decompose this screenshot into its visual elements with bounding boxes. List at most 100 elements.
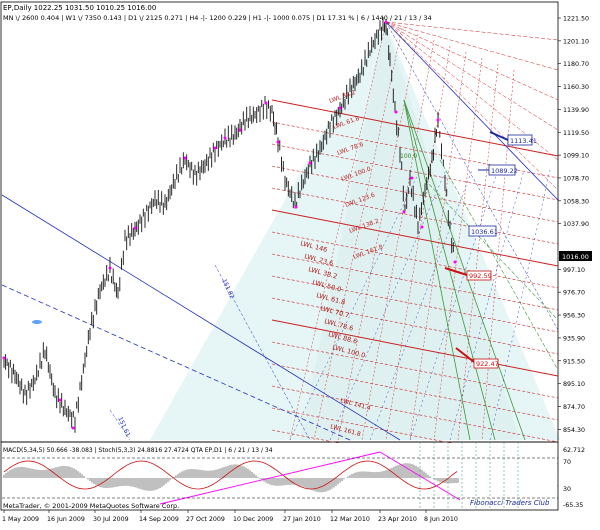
blue-fan-line bbox=[385, 21, 559, 331]
svg-text:922.47: 922.47 bbox=[476, 360, 499, 368]
date-axis: 1 May 2009 16 Jun 2009 30 Jul 2009 14 Sep 2… bbox=[2, 510, 458, 523]
red-channel-line bbox=[271, 341, 559, 399]
date-tick-label: 27 Jan 2010 bbox=[283, 516, 321, 523]
fractal-dot bbox=[238, 128, 242, 132]
price-label-1113[interactable]: 1113.41 bbox=[489, 131, 537, 146]
green-fan-line bbox=[403, 99, 526, 441]
svg-text:1089.22: 1089.22 bbox=[491, 167, 518, 175]
date-tick-label: 10 Dec 2009 bbox=[233, 516, 273, 523]
blue-grid-line bbox=[409, 169, 499, 441]
red-channel-line bbox=[271, 165, 559, 223]
red-fan-line bbox=[409, 51, 467, 441]
price-tick-label: 1058.30 bbox=[563, 198, 589, 205]
price-axis: 1221.50 1201.10 1180.70 1160.30 1139.90 1119.… bbox=[558, 16, 589, 434]
symbol-header: EP,Daily 1022.25 1031.50 1010.25 1016.00 bbox=[3, 4, 156, 12]
fractal-dot bbox=[213, 146, 217, 150]
fractal-dot bbox=[71, 426, 75, 430]
fractal-dot bbox=[58, 398, 62, 402]
price-tick-label: 935.90 bbox=[563, 335, 585, 342]
svg-text:992.59: 992.59 bbox=[469, 272, 492, 280]
price-bars bbox=[2, 17, 457, 433]
copyright-text: MetaTrader, © 2001-2009 MetaQuotes Softw… bbox=[3, 502, 179, 510]
fractal-dot bbox=[264, 101, 268, 105]
indicator-axis-label: -65.35 bbox=[563, 502, 583, 509]
red-channel-line bbox=[271, 363, 559, 421]
red-channel-line bbox=[271, 275, 559, 333]
red-channel-line bbox=[271, 297, 559, 355]
red-fan-line bbox=[289, 21, 387, 441]
price-tick-label: 1201.10 bbox=[563, 38, 589, 45]
date-tick-label: 14 Sep 2009 bbox=[139, 516, 179, 523]
price-label-992[interactable]: 992.59 bbox=[444, 267, 492, 281]
fractal-dot bbox=[183, 156, 187, 160]
svg-text:1036.61: 1036.61 bbox=[471, 228, 498, 236]
red-fan-line bbox=[481, 69, 515, 441]
price-tick-label: 1139.90 bbox=[563, 107, 589, 114]
price-label-1036[interactable]: 1036.61 bbox=[468, 225, 498, 237]
marker-dot bbox=[32, 320, 42, 324]
price-tick-label: 956.30 bbox=[563, 313, 585, 320]
red-channel-line bbox=[271, 143, 559, 201]
fractal-dot bbox=[294, 205, 298, 209]
price-tick-label: 1119.50 bbox=[563, 130, 589, 137]
blue-grid-line bbox=[489, 169, 551, 441]
price-tick-label: 1078.70 bbox=[563, 175, 589, 182]
red-fib-channels bbox=[271, 21, 559, 487]
fractal-dot bbox=[394, 110, 398, 114]
fractal-dot bbox=[276, 140, 280, 144]
red-channel-line bbox=[271, 209, 559, 267]
green-fan-line bbox=[403, 99, 471, 441]
macd-stoch-indicator bbox=[2, 442, 558, 510]
red-channel-line bbox=[271, 319, 559, 377]
red-fan-line bbox=[457, 63, 499, 441]
current-price-marker: 1016.00 bbox=[559, 251, 592, 261]
price-tick-label: 895.10 bbox=[563, 381, 585, 388]
price-tick-label: 997.10 bbox=[563, 267, 585, 274]
timeframe-info: MN \/ 2600 0.404 | W1 \/ 7350 0.143 | D1… bbox=[3, 14, 432, 22]
indicator-axis: 62.712 70 30 -65.35 bbox=[563, 447, 585, 509]
indicator-axis-label: 30 bbox=[563, 486, 571, 493]
fractal-dot bbox=[133, 226, 137, 230]
date-tick-label: 23 Apr 2010 bbox=[378, 516, 417, 523]
green-fan-line bbox=[439, 159, 559, 371]
blue-grid-line bbox=[369, 169, 473, 441]
fib-label-green: 100.0 bbox=[400, 153, 417, 160]
price-tick-label: 1037.90 bbox=[563, 221, 589, 228]
price-tick-label: 1099.10 bbox=[563, 153, 589, 160]
blue-fan-line bbox=[109, 409, 131, 441]
price-tick-label: 915.50 bbox=[563, 358, 585, 365]
fractal-dot bbox=[453, 260, 457, 264]
red-channel-line bbox=[271, 385, 559, 443]
blue-grid-line bbox=[329, 169, 447, 441]
red-channel-line bbox=[271, 99, 559, 157]
price-label-922[interactable]: 922.47 bbox=[455, 347, 499, 369]
price-tick-label: 1221.50 bbox=[563, 16, 589, 23]
date-tick-label: 8 Jun 2010 bbox=[424, 516, 458, 523]
indicator-area[interactable] bbox=[0, 441, 559, 511]
price-tick-label: 874.70 bbox=[563, 404, 585, 411]
fractal-dot bbox=[436, 118, 440, 122]
date-tick-label: 30 Jul 2009 bbox=[93, 516, 129, 523]
fractal-dot bbox=[402, 210, 406, 214]
svg-text:1113.41: 1113.41 bbox=[510, 137, 537, 145]
red-arc-line bbox=[385, 21, 559, 41]
watermark-text: Fibonacci Traders Club bbox=[470, 499, 550, 507]
price-label-1089[interactable]: 1089.22 bbox=[478, 164, 518, 176]
fractal-dot bbox=[2, 356, 6, 360]
price-tick-label: 976.70 bbox=[563, 290, 585, 297]
red-fan-line bbox=[433, 57, 483, 441]
date-tick-label: 12 Mar 2010 bbox=[330, 516, 370, 523]
red-arc-line bbox=[385, 21, 559, 101]
fractal-dot bbox=[308, 161, 312, 165]
blue-grid-line bbox=[449, 169, 525, 441]
indicator-axis-label: 70 bbox=[563, 459, 571, 466]
indicator-axis-label: 62.712 bbox=[563, 447, 585, 454]
blue-fan-line bbox=[214, 264, 311, 441]
svg-text:1016.00: 1016.00 bbox=[562, 253, 589, 261]
price-tick-label: 1160.30 bbox=[563, 84, 589, 91]
price-tick-label: 1180.70 bbox=[563, 61, 589, 68]
fractal-dot bbox=[108, 266, 112, 270]
blue-trend-line bbox=[1, 194, 401, 441]
